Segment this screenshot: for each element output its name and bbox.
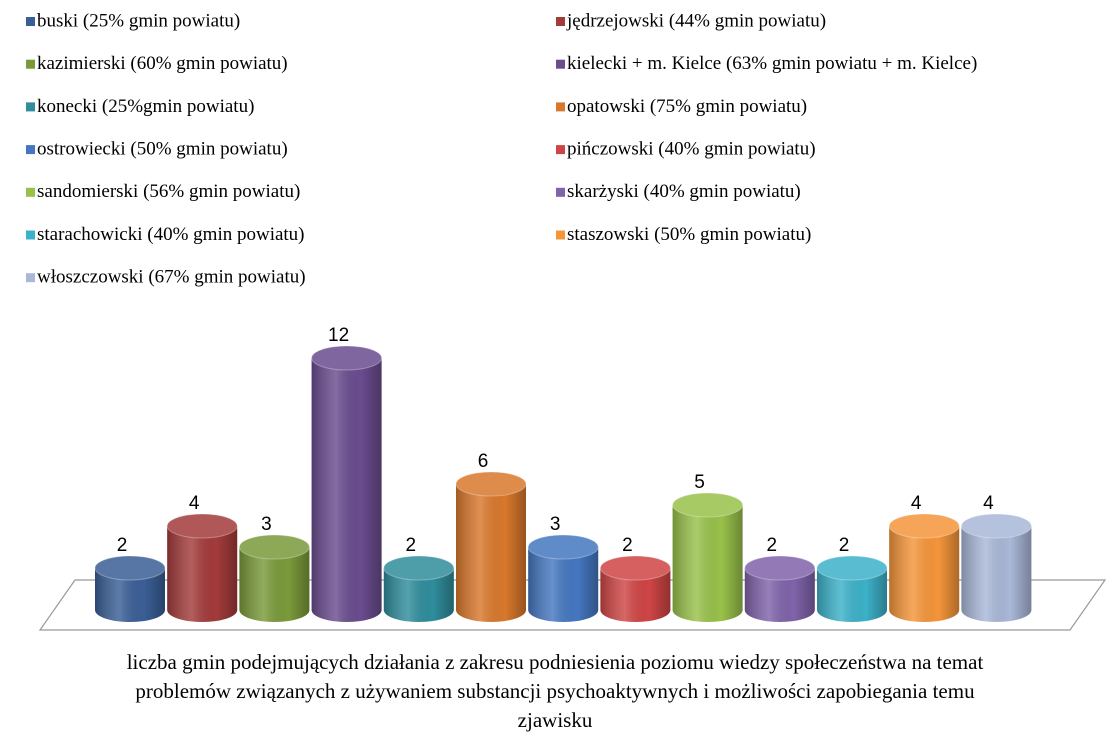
data-label: 3	[550, 514, 561, 535]
bar-top-shine	[672, 493, 743, 517]
legend-swatch	[26, 230, 35, 240]
bar-top-shine	[744, 556, 815, 580]
bar-shade	[456, 484, 526, 622]
bar-top	[238, 534, 310, 560]
bar-shade	[167, 526, 238, 622]
legend-label: starachowicki (40% gmin powiatu)	[37, 224, 305, 245]
bar-top-shine	[95, 556, 165, 580]
legend-label: sandomierski (56% gmin powiatu)	[37, 181, 300, 202]
bar-shade	[744, 568, 815, 622]
legend-swatch	[26, 17, 35, 26]
legend-label: pińczowski (40% gmin powiatu)	[567, 138, 816, 159]
legend-swatch	[556, 145, 565, 155]
legend-label: konecki (25%gmin powiatu)	[37, 96, 254, 117]
bar-shade	[672, 505, 743, 622]
bar-top-shine	[239, 535, 310, 559]
legend-label: staszowski (50% gmin powiatu)	[567, 224, 811, 245]
legend-label: kielecki + m. Kielce (63% gmin powiatu +…	[567, 53, 977, 74]
bar-top-shine	[456, 472, 526, 496]
bar-shade	[600, 568, 671, 622]
legend-label: opatowski (75% gmin powiatu)	[567, 96, 807, 117]
bar-top-shine	[889, 514, 960, 538]
legend-label: kazimierski (60% gmin powiatu)	[37, 53, 288, 74]
bar-top	[527, 534, 599, 560]
legend-swatch	[556, 230, 565, 240]
bar-shade	[383, 568, 454, 622]
data-label: 4	[189, 493, 200, 514]
bar-shade	[311, 358, 382, 622]
data-label: 12	[328, 325, 349, 346]
legend-swatch	[26, 145, 35, 155]
legend-swatch	[26, 187, 35, 197]
data-label: 2	[117, 535, 128, 556]
legend-swatch	[26, 102, 35, 112]
chart: buski (25% gmin powiatu) jędrzejowski (44…	[26, 10, 1107, 631]
bar-top	[816, 555, 888, 581]
bar-top	[311, 345, 383, 371]
data-label: 4	[911, 493, 922, 514]
bar-top	[888, 513, 960, 539]
bar-top-shine	[961, 514, 1032, 538]
legend-label: skarżyski (40% gmin powiatu)	[567, 181, 801, 202]
bar-top	[672, 492, 744, 518]
data-label: 4	[983, 493, 994, 514]
legend-swatch	[26, 59, 35, 69]
legend-label: włoszczowski (67% gmin powiatu)	[37, 267, 306, 288]
x-axis-label: liczba gmin podejmujących działania z za…	[126, 650, 984, 732]
bar-shade	[528, 547, 599, 622]
legend-swatch	[556, 59, 565, 69]
data-label: 6	[478, 451, 489, 472]
bar-shade	[239, 547, 310, 622]
legend-label: jędrzejowski (44% gmin powiatu)	[566, 10, 826, 31]
bar-shade	[95, 568, 165, 622]
legend-swatch	[26, 273, 35, 283]
bar-top	[166, 513, 238, 539]
data-label: 3	[261, 514, 272, 535]
data-label: 2	[622, 535, 633, 556]
bar-shade	[889, 526, 960, 622]
legend-label: ostrowiecki (50% gmin powiatu)	[37, 138, 288, 159]
bar-top-shine	[600, 556, 671, 580]
data-label: 2	[406, 535, 417, 556]
bar-top	[455, 471, 527, 497]
bar-top-shine	[311, 346, 382, 370]
bar-top	[960, 513, 1032, 539]
data-label: 5	[694, 472, 705, 493]
bar-top-shine	[817, 556, 887, 580]
bar-top	[744, 555, 816, 581]
floor	[38, 579, 1107, 631]
data-label: 2	[839, 535, 850, 556]
data-label: 2	[767, 535, 778, 556]
bar-top-shine	[383, 556, 454, 580]
bar-top	[383, 555, 455, 581]
bar-shade	[817, 568, 887, 622]
legend-swatch	[556, 17, 565, 26]
bar-top	[599, 555, 671, 581]
legend-label: buski (25% gmin powiatu)	[37, 10, 240, 31]
bar-top	[94, 555, 166, 581]
legend-swatch	[556, 102, 565, 112]
bar-shade	[961, 526, 1032, 622]
legend-swatch	[556, 187, 565, 197]
bar-top-shine	[167, 514, 238, 538]
bar-top-shine	[528, 535, 599, 559]
